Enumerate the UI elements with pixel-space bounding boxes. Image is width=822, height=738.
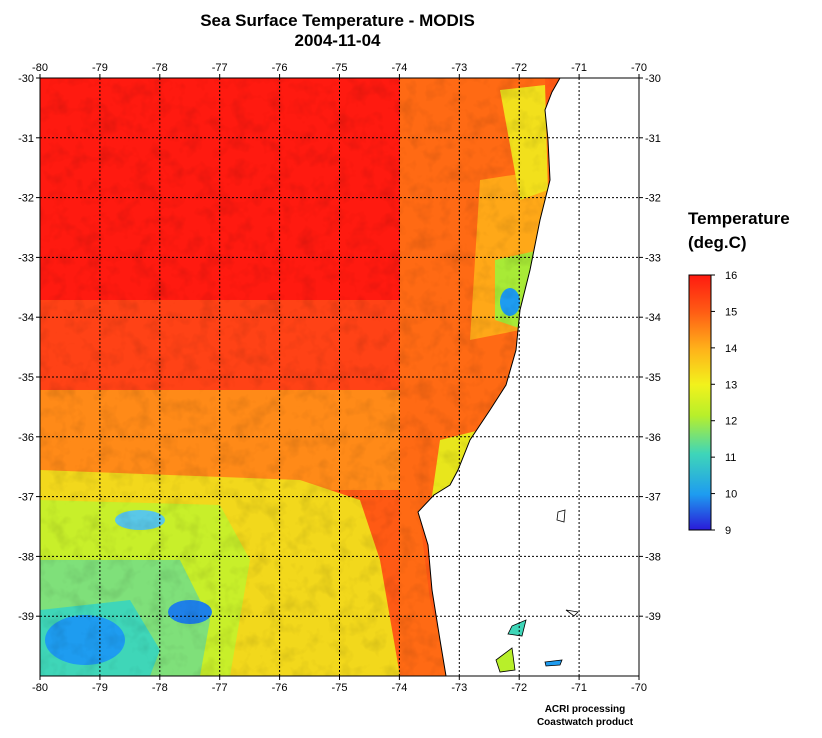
latitude-label-right: -32 bbox=[645, 193, 661, 205]
latitude-label-left: -35 bbox=[18, 372, 34, 384]
longitude-label-top: -80 bbox=[32, 62, 48, 74]
longitude-label-top: -77 bbox=[212, 62, 228, 74]
latitude-label-left: -31 bbox=[18, 133, 34, 145]
colorbar-label: 16 bbox=[725, 270, 737, 282]
map-date: 2004-11-04 bbox=[294, 31, 381, 50]
colorbar-ticks: 16 15 14 13 12 11 10 9 bbox=[711, 270, 737, 537]
longitude-label-bottom: -73 bbox=[451, 682, 467, 694]
longitude-label-top: -75 bbox=[332, 62, 348, 74]
latitude-label-left: -32 bbox=[18, 193, 34, 205]
colorbar-label: 14 bbox=[725, 343, 737, 355]
longitude-label-top: -70 bbox=[631, 62, 647, 74]
longitude-label-top: -76 bbox=[272, 62, 288, 74]
longitude-label-top: -79 bbox=[92, 62, 108, 74]
latitude-label-right: -36 bbox=[645, 432, 661, 444]
latitude-label-right: -39 bbox=[645, 611, 661, 623]
latitude-label-right: -30 bbox=[645, 73, 661, 85]
latitude-label-right: -33 bbox=[645, 252, 661, 264]
colorbar-label: 13 bbox=[725, 379, 737, 391]
longitude-label-bottom: -70 bbox=[631, 682, 647, 694]
longitude-label-bottom: -79 bbox=[92, 682, 108, 694]
longitude-label-top: -74 bbox=[391, 62, 407, 74]
latitude-label-left: -34 bbox=[18, 312, 34, 324]
colorbar-title: Temperature bbox=[688, 209, 790, 228]
longitude-label-bottom: -76 bbox=[272, 682, 288, 694]
colorbar-label: 9 bbox=[725, 525, 731, 537]
colorbar-label: 15 bbox=[725, 306, 737, 318]
colorbar bbox=[688, 274, 712, 531]
longitude-label-bottom: -71 bbox=[571, 682, 587, 694]
latitude-label-left: -36 bbox=[18, 432, 34, 444]
latitude-label-left: -33 bbox=[18, 252, 34, 264]
colorbar-label: 12 bbox=[725, 416, 737, 428]
latitude-label-right: -35 bbox=[645, 372, 661, 384]
longitude-label-top: -71 bbox=[571, 62, 587, 74]
longitude-label-bottom: -74 bbox=[391, 682, 407, 694]
longitude-label-top: -72 bbox=[511, 62, 527, 74]
colorbar-label: 11 bbox=[725, 452, 736, 464]
longitude-label-top: -78 bbox=[152, 62, 168, 74]
longitude-label-bottom: -80 bbox=[32, 682, 48, 694]
longitude-label-bottom: -78 bbox=[152, 682, 168, 694]
latitude-label-right: -31 bbox=[645, 133, 661, 145]
latitude-label-left: -39 bbox=[18, 611, 34, 623]
credit-processing: ACRI processing bbox=[544, 704, 626, 715]
longitude-label-bottom: -72 bbox=[511, 682, 527, 694]
colorbar-label: 10 bbox=[725, 489, 737, 501]
credit-product: Coastwatch product bbox=[536, 717, 634, 728]
latitude-label-right: -34 bbox=[645, 312, 661, 324]
longitude-label-bottom: -75 bbox=[332, 682, 348, 694]
latitude-label-left: -30 bbox=[18, 73, 34, 85]
latitude-label-left: -38 bbox=[18, 551, 34, 563]
map-title: Sea Surface Temperature - MODIS bbox=[200, 11, 475, 30]
latitude-label-right: -38 bbox=[645, 551, 661, 563]
latitude-label-left: -37 bbox=[18, 492, 34, 504]
axis-ticks: -80 -80 -79 -79 -78 -78 -77 -77 -76 -76 -75 -75 -74 -… bbox=[18, 62, 661, 694]
latitude-label-right: -37 bbox=[645, 492, 661, 504]
longitude-label-top: -73 bbox=[451, 62, 467, 74]
colorbar-units: (deg.C) bbox=[688, 233, 747, 252]
longitude-label-bottom: -77 bbox=[212, 682, 228, 694]
